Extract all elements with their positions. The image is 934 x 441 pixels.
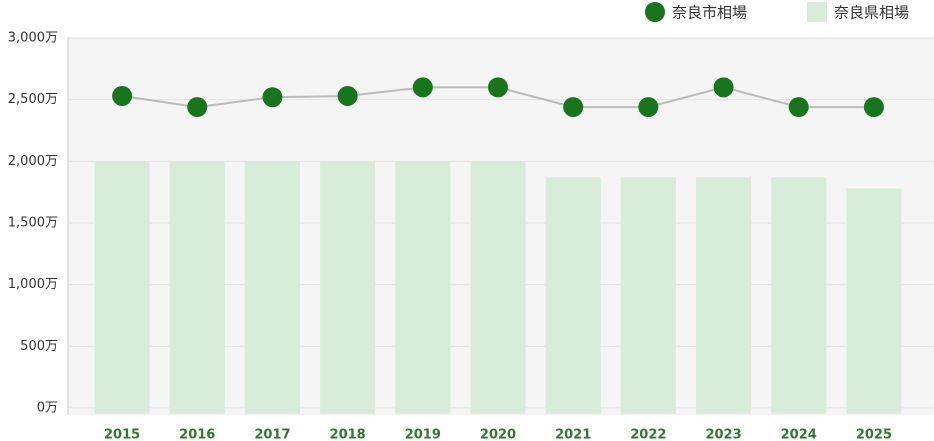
x-tick-label: 2022	[630, 428, 666, 441]
x-tick-label: 2017	[254, 428, 290, 441]
x-tick-label: 2015	[104, 428, 140, 441]
legend-label: 奈良市相場	[672, 4, 747, 22]
bar	[545, 177, 601, 414]
bar	[620, 177, 676, 414]
bar	[771, 177, 827, 414]
bar	[94, 161, 150, 414]
marker	[112, 85, 133, 106]
bar	[395, 161, 451, 414]
x-tick-label: 2024	[781, 428, 817, 441]
marker	[788, 97, 809, 118]
marker	[412, 77, 433, 98]
y-tick-label: 1,000万	[8, 277, 58, 292]
marker	[187, 97, 208, 118]
legend-marker	[645, 2, 665, 22]
legend-marker	[807, 2, 827, 22]
legend-label: 奈良県相場	[834, 4, 909, 22]
bar	[320, 161, 376, 414]
y-tick-label: 3,000万	[8, 31, 58, 46]
marker	[563, 97, 584, 118]
bar	[244, 161, 300, 414]
marker	[262, 87, 283, 108]
bar	[470, 161, 526, 414]
bar	[696, 177, 752, 414]
marker	[863, 97, 884, 118]
y-tick-label: 2,500万	[8, 92, 58, 107]
bar	[169, 161, 225, 414]
x-tick-label: 2018	[330, 428, 366, 441]
x-tick-label: 2021	[555, 428, 591, 441]
y-tick-label: 2,000万	[8, 154, 58, 169]
marker	[638, 97, 659, 118]
marker	[713, 77, 734, 98]
x-tick-label: 2016	[179, 428, 215, 441]
y-tick-label: 500万	[20, 339, 58, 354]
x-tick-label: 2023	[705, 428, 741, 441]
marker	[337, 85, 358, 106]
y-tick-label: 1,500万	[8, 216, 58, 231]
bar	[846, 188, 902, 414]
x-tick-label: 2020	[480, 428, 516, 441]
x-tick-label: 2025	[856, 428, 892, 441]
marker	[488, 77, 508, 98]
x-tick-label: 2019	[405, 428, 441, 441]
y-tick-label: 0万	[37, 401, 58, 416]
